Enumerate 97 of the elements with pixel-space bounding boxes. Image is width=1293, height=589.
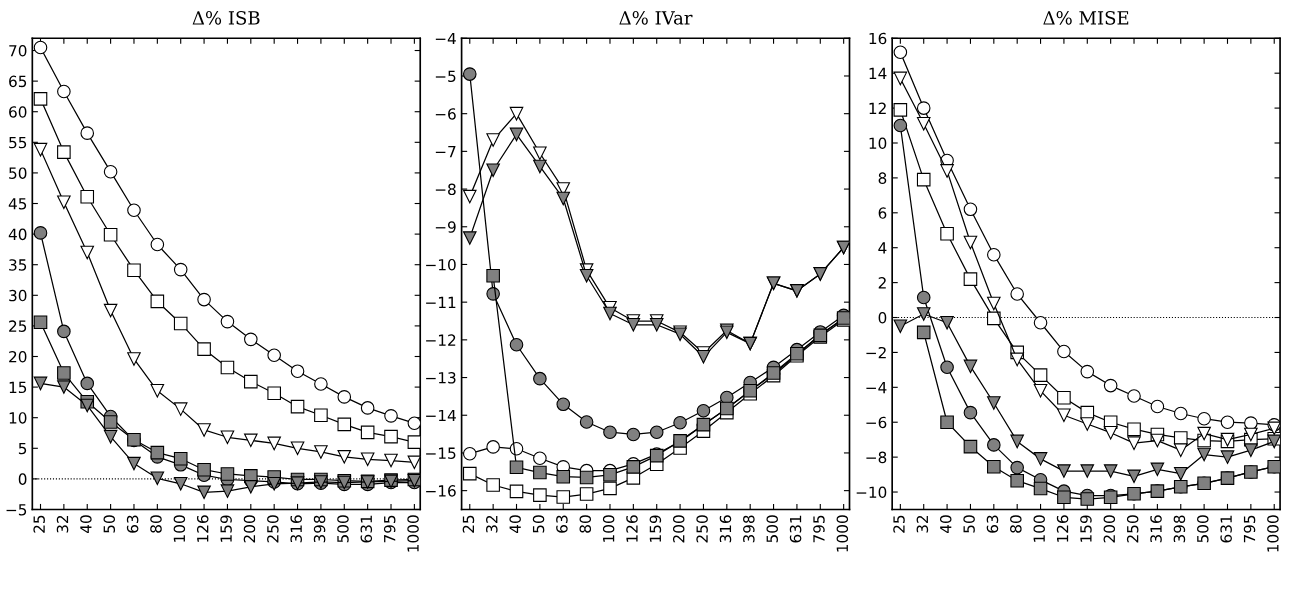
x-tick-label: 50 [963,515,975,533]
y-tick-label: −16 [426,485,456,497]
x-tick-label: 80 [150,515,162,533]
y-tick-label: 50 [9,167,27,179]
x-tick-label: 795 [813,515,825,543]
x-tick-label: 126 [626,515,638,542]
y-tick-label: −14 [426,409,456,422]
y-tick-label: −8 [435,183,456,196]
x-tick-label: 159 [649,515,662,542]
y-tick-label: 14 [869,67,887,79]
x-tick-label: 316 [1150,515,1162,543]
y-tick-label: −15 [426,447,456,459]
y-tick-label: −10 [426,258,456,271]
x-tick-label: 100 [173,515,186,542]
x-tick-label: 500 [766,515,778,543]
x-tick-label: 500 [1197,515,1209,543]
x-tick-label: 200 [243,515,256,543]
x-tick-label: 316 [719,515,732,543]
y-tick-label: 20 [9,350,27,363]
x-tick-label: 25 [33,515,45,533]
y-tick-label: −9 [435,221,456,233]
y-tick-label: −2 [866,346,886,359]
x-tick-label: 1000 [1267,515,1279,552]
y-tick-label: 12 [869,102,886,114]
y-tick-label: −4 [866,381,887,394]
y-tick-label: −5 [6,504,27,516]
x-tick-label: 100 [1033,515,1045,542]
y-tick-label: 10 [9,412,27,424]
y-tick-label: 60 [9,106,27,118]
y-tick-label: 25 [9,320,27,332]
x-tick-label: 159 [220,515,232,542]
y-tick-label: 55 [9,136,27,149]
x-tick-label: 40 [80,515,92,534]
x-tick-label: 200 [672,515,685,543]
y-tick-label: −8 [866,451,887,464]
y-tick-label: 16 [869,32,887,45]
x-tick-label: 631 [1220,515,1232,543]
y-tick-label: 45 [8,198,27,210]
y-tick-label: 4 [878,242,887,254]
x-tick-label: 25 [462,515,475,533]
x-tick-label: 40 [509,515,521,534]
x-tick-label: 32 [56,515,69,533]
x-tick-label: 631 [360,515,373,543]
x-tick-label: 25 [893,515,905,533]
chart-title: Δ% ISB [192,11,260,25]
x-tick-label: 63 [556,515,568,533]
x-tick-label: 795 [383,515,396,543]
x-tick-label: 398 [1173,515,1186,543]
x-tick-label: 63 [986,515,999,533]
x-tick-label: 50 [103,515,116,533]
x-tick-label: 80 [579,515,592,533]
y-tick-label: −13 [426,372,456,384]
x-tick-label: 40 [939,515,952,534]
y-tick-label: −6 [866,416,887,429]
y-tick-label: 6 [878,207,887,219]
chart-title: Δ% IVar [619,11,693,25]
x-tick-label: 126 [196,515,209,542]
y-tick-label: 15 [9,381,27,394]
y-tick-label: 40 [8,228,27,241]
x-tick-label: 1000 [836,515,849,552]
chart-title: Δ% MISE [1043,11,1129,25]
y-tick-label: 35 [9,259,27,271]
x-tick-label: 63 [126,515,139,533]
x-tick-label: 250 [696,515,708,543]
x-tick-label: 100 [602,515,615,542]
x-tick-label: 1000 [407,515,419,552]
x-tick-label: 795 [1243,515,1256,543]
x-tick-label: 398 [743,515,755,543]
y-tick-label: −11 [426,296,456,308]
y-tick-label: 2 [878,277,886,289]
y-tick-label: 10 [869,137,887,150]
y-tick-label: −12 [426,334,456,346]
x-tick-label: 50 [532,515,545,533]
x-tick-label: 631 [789,515,802,543]
y-tick-label: 0 [18,473,27,485]
x-tick-label: 250 [267,515,279,543]
y-tick-label: −5 [435,70,456,82]
y-tick-label: 30 [9,289,27,302]
x-tick-label: 500 [337,515,349,543]
y-tick-label: −4 [435,32,456,45]
y-tick-label: 8 [878,172,887,184]
x-tick-label: 316 [290,515,302,543]
x-tick-label: 200 [1103,515,1116,543]
y-tick-label: −6 [435,108,456,120]
x-tick-label: 250 [1126,515,1139,543]
x-tick-label: 126 [1056,515,1069,542]
x-tick-label: 32 [486,515,498,533]
y-tick-label: 0 [878,311,887,324]
y-tick-label: 5 [18,442,27,455]
y-tick-label: 65 [9,75,27,88]
x-tick-label: 398 [313,515,326,543]
x-tick-label: 32 [916,515,929,533]
y-tick-label: −7 [435,146,456,158]
x-tick-label: 159 [1080,515,1092,542]
y-tick-label: −10 [856,486,887,499]
y-tick-label: 70 [9,44,27,57]
x-tick-label: 80 [1010,515,1022,533]
